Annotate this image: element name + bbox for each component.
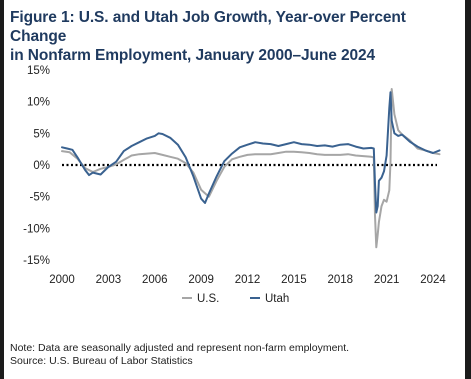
series-layer	[61, 88, 441, 249]
y-tick-label: 15%	[27, 65, 50, 77]
source-text: Source: U.S. Bureau of Labor Statistics	[10, 355, 193, 367]
y-tick-label: 10%	[27, 97, 50, 109]
legend-label: U.S.	[197, 293, 219, 305]
x-tick-label: 2018	[327, 274, 353, 286]
title-line-1: Figure 1: U.S. and Utah Job Growth, Year…	[10, 9, 406, 45]
series-line-utah	[61, 91, 441, 214]
y-tick-label: 0%	[33, 160, 50, 172]
line-chart: 15%10%5%0%-5%-10%-15% 2000 2003 2006 2009 20…	[23, 65, 446, 305]
x-tick-label: 2015	[281, 274, 307, 286]
chart-notes: Note: Data are seasonally adjusted and r…	[10, 342, 460, 368]
x-axis: 2000 2003 2006 2009 2012 2015 2018 2021 2024	[49, 274, 446, 286]
y-tick-label: 5%	[33, 128, 50, 140]
x-tick-label: 2003	[96, 274, 122, 286]
x-tick-label: 2000	[49, 274, 75, 286]
x-tick-label: 2024	[420, 274, 446, 286]
y-tick-label: -15%	[23, 255, 50, 267]
y-axis: 15% 10% 5% 0% -5% -10% -15%	[23, 65, 50, 267]
series-line-us	[61, 88, 441, 249]
x-tick-label: 2006	[142, 274, 168, 286]
y-tick-label: -5%	[30, 192, 50, 204]
y-tick-label: -10%	[23, 223, 50, 235]
x-tick-label: 2009	[188, 274, 214, 286]
chart-card: Figure 1: U.S. and Utah Job Growth, Year…	[4, 0, 465, 379]
chart-title: Figure 1: U.S. and Utah Job Growth, Year…	[10, 8, 460, 65]
legend: U.S. Utah	[182, 293, 289, 305]
x-tick-label: 2012	[235, 274, 261, 286]
x-tick-label: 2021	[374, 274, 400, 286]
title-line-2: in Nonfarm Employment, January 2000–June…	[10, 47, 376, 64]
note-text: Note: Data are seasonally adjusted and r…	[10, 342, 350, 354]
legend-label: Utah	[265, 293, 289, 305]
